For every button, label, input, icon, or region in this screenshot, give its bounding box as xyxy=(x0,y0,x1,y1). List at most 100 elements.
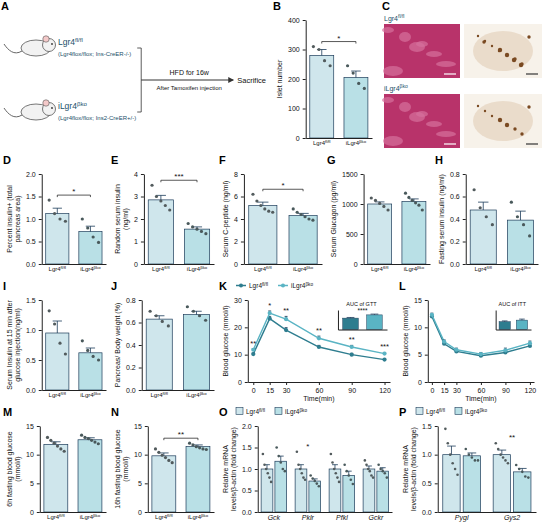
y-axis-tick: 0 xyxy=(138,509,148,516)
data-point xyxy=(350,478,353,481)
y-axis-tick-mark xyxy=(141,219,144,220)
inset-bar xyxy=(499,322,510,330)
data-point xyxy=(168,208,171,211)
legend-label: Lgr4fl/fl xyxy=(246,408,265,416)
data-point xyxy=(271,211,274,214)
y-axis-title-group: Pancreas/ Body weight (%) xyxy=(114,303,122,387)
data-point xyxy=(186,305,189,308)
error-bar xyxy=(159,453,169,456)
data-point xyxy=(317,345,321,349)
data-point xyxy=(150,184,153,187)
y-axis-tick-mark xyxy=(463,264,466,265)
legend-item: Lgr4fl/fl xyxy=(416,408,445,417)
data-point xyxy=(191,225,194,228)
data-point xyxy=(411,199,414,202)
plot-area xyxy=(470,188,533,264)
data-point xyxy=(524,475,527,478)
y-axis-tick: 0.6 xyxy=(450,193,466,200)
y-axis-tick: 1.5 xyxy=(26,193,42,200)
x-axis-tick: iLgr4βko xyxy=(187,264,208,272)
x-axis-tick: Pygl xyxy=(455,512,469,522)
data-point xyxy=(407,196,410,199)
error-bar-cap xyxy=(85,437,95,438)
y-axis-tick-mark xyxy=(139,345,142,346)
data-point xyxy=(414,201,417,204)
y-axis-tick-label: 15 xyxy=(26,423,34,430)
y-axis-tick: 4 xyxy=(234,216,244,223)
y-axis-title-group: Percent insulin+ (totalpancreas area) xyxy=(6,185,22,253)
error-bar-stem xyxy=(160,195,161,200)
panel-letter: E xyxy=(111,154,118,166)
x-axis-tick: iLgr4βko xyxy=(188,512,209,520)
data-point xyxy=(58,342,61,345)
legend-swatch xyxy=(455,408,462,415)
bar xyxy=(183,315,209,390)
y-axis-tick: 0 xyxy=(30,509,40,516)
data-point xyxy=(171,461,174,464)
y-axis-title-group: Relative mRNAlevels/β-actin (fold change… xyxy=(222,427,238,511)
y-axis-tick-label: 2 xyxy=(134,216,138,223)
x-axis-tick-label: 120 xyxy=(525,387,537,394)
row-label: Lgr4fl/fl xyxy=(384,13,404,23)
data-point xyxy=(97,442,100,445)
x-axis-tick: 120 xyxy=(379,382,391,394)
data-point xyxy=(346,64,349,67)
data-point xyxy=(195,228,198,231)
data-point xyxy=(299,468,302,471)
ihc-islet xyxy=(498,48,502,52)
y-axis-tick-label: 5 xyxy=(418,351,422,358)
y-axis-tick: 0.0 xyxy=(126,387,142,394)
error-bar-stem xyxy=(262,202,263,205)
x-axis-tick: Lgr4fl/fl xyxy=(371,264,389,272)
plot-area xyxy=(46,309,102,390)
bar xyxy=(470,210,496,264)
data-point xyxy=(334,472,337,475)
y-axis-tick-mark xyxy=(145,512,148,513)
plot-area xyxy=(148,184,209,264)
error-bar xyxy=(519,319,525,320)
y-axis-tick: 5 xyxy=(30,480,40,487)
y-axis-tick-label: 15 xyxy=(134,423,142,430)
y-axis-tick-mark xyxy=(463,242,466,243)
y-axis-title-group: Serum C-peptide (ng/ml) xyxy=(222,181,230,258)
data-point xyxy=(471,456,474,459)
y-axis-tick-label: 4 xyxy=(234,216,238,223)
y-axis-tick-label: 300 xyxy=(288,46,300,53)
y-axis-tick-mark xyxy=(435,426,438,427)
error-bar-stem xyxy=(90,226,91,231)
y-axis-tick-label: 30 xyxy=(234,297,242,304)
data-point xyxy=(292,207,295,210)
he-background xyxy=(384,94,460,148)
ihc-islet xyxy=(519,63,523,67)
data-point xyxy=(277,455,280,458)
y-axis-tick-label: 5 xyxy=(30,480,34,487)
scale-bar xyxy=(526,73,538,74)
ihc-islet xyxy=(498,50,500,52)
data-point xyxy=(317,336,321,340)
data-point xyxy=(81,217,84,220)
y-axis-tick: 400 xyxy=(288,17,306,24)
x-axis: Lgr4fl/fliLgr4βko xyxy=(466,264,538,272)
data-point xyxy=(503,348,507,352)
y-axis-tick-mark xyxy=(39,219,42,220)
he-texture xyxy=(426,121,442,127)
y-axis-tick-mark xyxy=(425,327,428,328)
error-bar-stem xyxy=(355,71,356,77)
data-point xyxy=(53,322,56,325)
data-point xyxy=(528,234,531,237)
bar xyxy=(514,472,531,512)
x-axis: Lgr4fl/fliLgr4βko xyxy=(306,138,372,146)
data-point xyxy=(167,324,170,327)
y-axis-tick-label: 1000 xyxy=(342,201,358,208)
data-point xyxy=(383,472,386,475)
y-axis-tick-mark xyxy=(39,390,42,391)
data-point xyxy=(417,204,420,207)
data-point xyxy=(155,195,158,198)
ihc-islet xyxy=(498,118,502,122)
error-bar-cap xyxy=(297,213,308,214)
legend-label: Lgr4fl/fl xyxy=(426,408,445,416)
inset-x-axis-line xyxy=(338,330,387,331)
error-bar xyxy=(478,202,488,210)
row-label: iLgr4βko xyxy=(384,83,408,93)
data-point xyxy=(357,82,360,85)
